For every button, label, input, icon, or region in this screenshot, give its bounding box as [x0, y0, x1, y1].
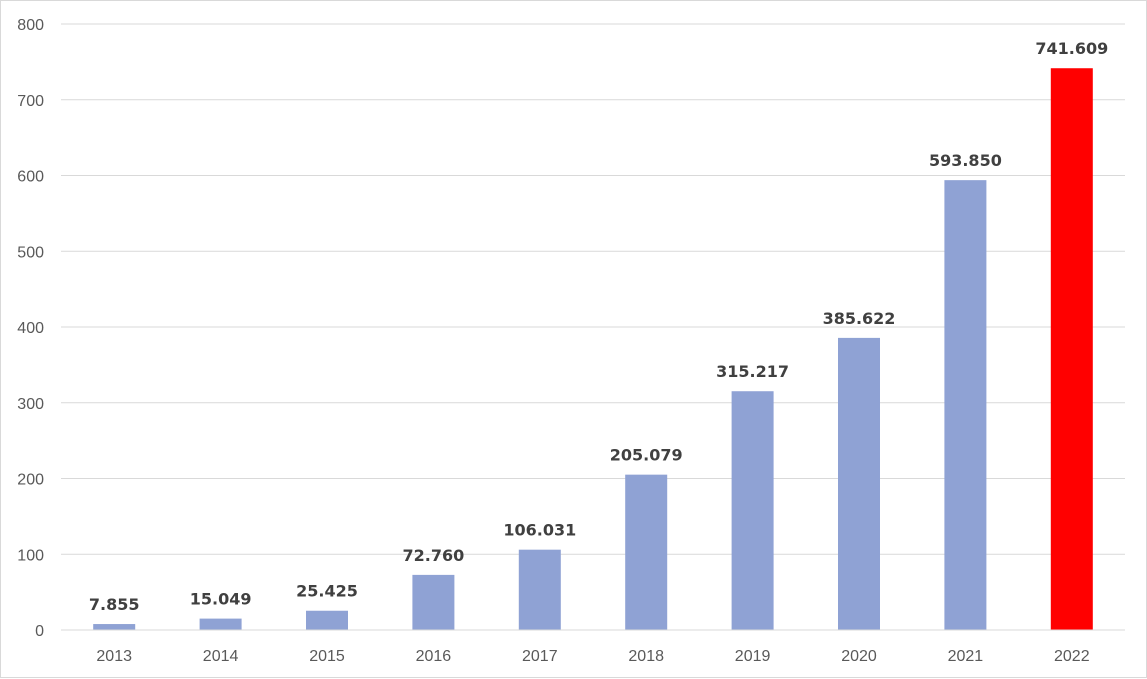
- bar-2015: [306, 610, 348, 630]
- bar-2016: [412, 574, 455, 630]
- bar-2014: [199, 618, 242, 630]
- data-label-2022: 741.609: [1035, 39, 1108, 58]
- bar-2020: [838, 337, 880, 630]
- data-label-2017: 106.031: [503, 521, 576, 540]
- bar-2022: [1050, 68, 1093, 630]
- data-label-2016: 72.760: [403, 546, 465, 565]
- y-tick-label: 700: [17, 93, 44, 110]
- data-label-2013: 7.855: [89, 595, 140, 614]
- x-tick-label: 2017: [522, 648, 558, 665]
- y-tick-label: 400: [17, 320, 44, 337]
- y-axis-ticks: 0 100 200 300 400 500 600 700 800: [17, 17, 44, 640]
- bar-2018: [625, 474, 668, 630]
- x-axis-ticks: 2013 2014 2015 2016 2017 2018 2019 2020 2021 2022: [96, 648, 1089, 665]
- data-label-2019: 315.217: [716, 362, 789, 381]
- x-tick-label: 2016: [416, 648, 452, 665]
- data-label-2015: 25.425: [296, 582, 358, 601]
- x-tick-label: 2015: [309, 648, 345, 665]
- gridlines: [61, 23, 1125, 555]
- x-tick-label: 2021: [948, 648, 984, 665]
- x-tick-label: 2018: [628, 648, 664, 665]
- bar-2013: [93, 624, 136, 630]
- x-tick-label: 2013: [96, 648, 132, 665]
- data-label-2014: 15.049: [190, 590, 252, 609]
- data-label-2018: 205.079: [610, 446, 683, 465]
- x-tick-label: 2019: [735, 648, 771, 665]
- y-tick-label: 800: [17, 17, 44, 34]
- bar-2021: [944, 180, 987, 630]
- y-tick-label: 600: [17, 169, 44, 186]
- x-tick-label: 2020: [841, 648, 877, 665]
- y-tick-label: 0: [35, 623, 44, 640]
- y-tick-label: 500: [17, 244, 44, 261]
- y-tick-label: 200: [17, 472, 44, 489]
- y-tick-label: 300: [17, 396, 44, 413]
- data-label-2020: 385.622: [823, 309, 896, 328]
- x-tick-label: 2014: [203, 648, 239, 665]
- x-tick-label: 2022: [1054, 648, 1090, 665]
- bar-2017: [518, 549, 561, 630]
- data-label-2021: 593.850: [929, 151, 1002, 170]
- y-tick-label: 100: [17, 547, 44, 564]
- bar-2019: [731, 391, 774, 630]
- bars: [93, 68, 1093, 630]
- data-labels: 7.855 15.049 25.425 72.760 106.031 205.079 315…: [89, 39, 1108, 614]
